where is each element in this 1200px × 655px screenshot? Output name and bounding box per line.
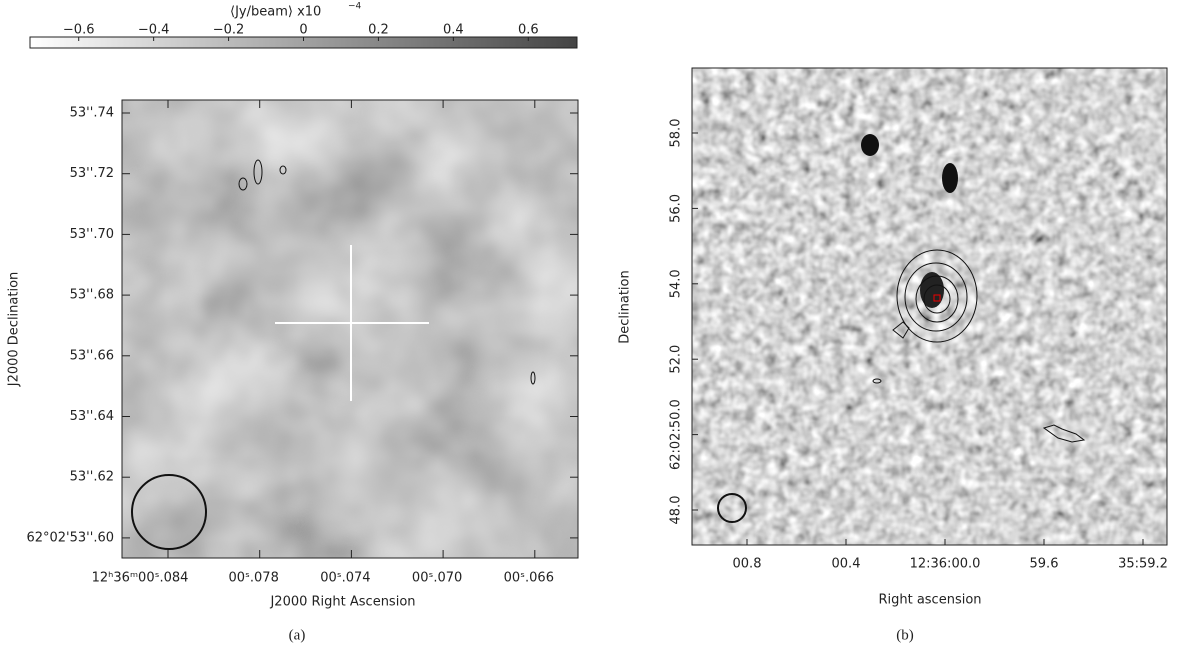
colorbar-tick-label: 0.4 (443, 23, 464, 38)
y-axis-label: Declination (618, 270, 633, 344)
y-tick-label: 53''.74 (70, 106, 114, 121)
position-marker (933, 294, 941, 302)
y-tick-label: 53''.62 (70, 470, 114, 485)
y-tick-label: 48.0 (669, 496, 684, 525)
frame-a (121, 99, 579, 559)
y-tick-label: 53''.70 (70, 227, 114, 242)
y-tick-label: 53''.68 (70, 288, 114, 303)
contours-b (872, 249, 1086, 443)
contours-a (238, 159, 536, 385)
y-tick-label: 54.0 (669, 269, 684, 298)
x-tick-label: 00ˢ.078 (229, 571, 279, 586)
colorbar-tick-label: 0.6 (518, 23, 539, 38)
y-tick-label: 53''.66 (70, 348, 114, 363)
frame-b (691, 67, 1168, 546)
y-tick-label: 62:02:50.0 (669, 399, 684, 470)
colorbar-tick-label: −0.2 (213, 23, 245, 38)
caption: (b) (896, 627, 914, 643)
beam-a (131, 474, 207, 550)
colorbar-label: ⟨Jy/beam⟩ x10 (230, 5, 321, 20)
colorbar-tick-label: −0.6 (63, 23, 95, 38)
x-tick-label: 00ˢ.074 (320, 571, 370, 586)
x-axis-label: J2000 Right Ascension (269, 595, 415, 610)
y-tick-label: 52.0 (669, 345, 684, 374)
caption: (a) (289, 627, 306, 643)
x-tick-label: 59.6 (1030, 557, 1059, 572)
colorbar-exponent: −4 (348, 2, 362, 12)
x-tick-label: 12:36:00.0 (910, 557, 981, 572)
x-axis-label: Right ascension (878, 593, 981, 608)
y-tick-label: 53''.72 (70, 166, 114, 181)
sources (861, 134, 958, 308)
x-tick-label: 00.4 (832, 557, 861, 572)
crosshair (275, 245, 429, 401)
x-tick-label: 00.8 (733, 557, 762, 572)
colorbar-tick-label: 0.2 (368, 23, 389, 38)
beam-b (717, 493, 747, 523)
colorbar-tick-label: 0 (299, 23, 307, 38)
x-tick-label: 00ˢ.070 (412, 571, 462, 586)
y-tick-label: 53''.64 (70, 409, 114, 424)
y-tick-label: 58.0 (669, 119, 684, 148)
y-axis-label: J2000 Declination (7, 272, 22, 388)
x-tick-label: 00ˢ.066 (504, 571, 554, 586)
colorbar-tick-label: −0.4 (138, 23, 170, 38)
y-tick-label: 56.0 (669, 194, 684, 223)
y-tick-label: 62°02'53''.60 (26, 530, 114, 545)
x-tick-label: 12ʰ36ᵐ00ˢ.084 (92, 571, 189, 586)
x-tick-label: 35:59.2 (1118, 557, 1168, 572)
